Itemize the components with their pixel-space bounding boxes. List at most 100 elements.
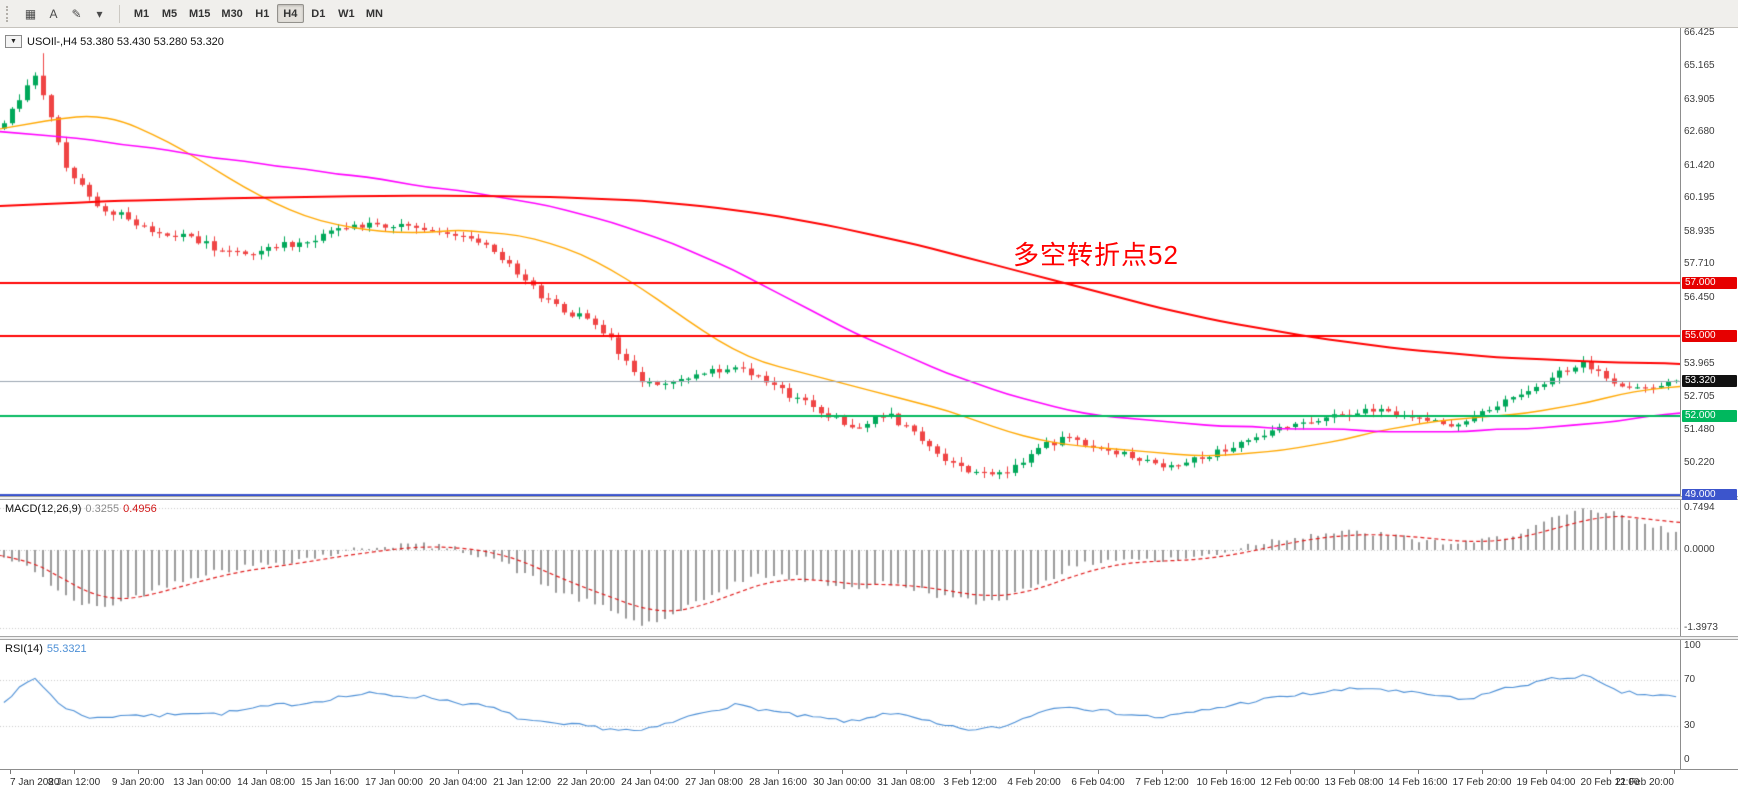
time-tick	[842, 770, 843, 774]
time-label: 13 Feb 08:00	[1324, 777, 1384, 788]
time-tick	[138, 770, 139, 774]
timeframe-mn-button[interactable]: MN	[361, 4, 388, 23]
timeframe-h1-button[interactable]: H1	[249, 4, 276, 23]
time-tick	[1098, 770, 1099, 774]
time-tick	[1546, 770, 1547, 774]
time-label: 14 Feb 16:00	[1388, 777, 1448, 788]
price-axis-label: 51.480	[1684, 423, 1715, 435]
price-axis-label: 63.905	[1684, 93, 1715, 105]
macd-axis-label: -1.3973	[1684, 621, 1718, 633]
price-badge-57.000: 57.000	[1682, 276, 1737, 289]
time-tick	[330, 770, 331, 774]
time-label: 20 Feb 12:00	[1580, 777, 1640, 788]
timeframe-w1-button[interactable]: W1	[333, 4, 360, 23]
timeframe-h4-button[interactable]: H4	[276, 4, 304, 23]
draw-tools-icon[interactable]: ✎	[65, 4, 88, 24]
price-badge-52.000: 52.000	[1682, 409, 1737, 422]
rsi-axis: 100 70 30 0	[1680, 640, 1738, 769]
time-tick	[1610, 770, 1611, 774]
price-axis-label: 52.705	[1684, 391, 1715, 403]
time-tick	[394, 770, 395, 774]
chart-grid-icon[interactable]: ▦	[19, 4, 42, 24]
symbol-info-line: ▼ USOIl-,H4 53.380 53.430 53.280 53.320	[5, 35, 224, 48]
price-axis: 66.425 65.165 63.905 62.680 61.420 60.195 58.9…	[1680, 26, 1738, 502]
time-label: 4 Feb 20:00	[1007, 777, 1061, 788]
time-label: 13 Jan 00:00	[173, 777, 231, 788]
time-label: 19 Feb 04:00	[1516, 777, 1576, 788]
price-axis-label: 58.935	[1684, 225, 1715, 237]
time-label: 14 Jan 08:00	[237, 777, 295, 788]
macd-axis: 0.7494 0.0000 -1.3973	[1680, 500, 1738, 636]
macd-main-value: 0.3255	[85, 503, 120, 515]
time-tick	[714, 770, 715, 774]
time-label: 27 Jan 08:00	[685, 777, 743, 788]
toolbar-grip[interactable]	[6, 5, 12, 22]
time-label: 7 Feb 12:00	[1135, 777, 1189, 788]
price-axis-label: 60.195	[1684, 192, 1715, 204]
timeframe-m5-button[interactable]: M5	[156, 4, 183, 23]
time-label: 6 Feb 04:00	[1071, 777, 1125, 788]
time-tick	[1354, 770, 1355, 774]
price-axis-label: 61.420	[1684, 159, 1715, 171]
price-axis-label: 50.220	[1684, 457, 1715, 469]
macd-canvas[interactable]	[0, 500, 1680, 636]
rsi-axis-label: 70	[1684, 673, 1696, 685]
rsi-pane: RSI(14) 55.3321 100 70 30 0	[0, 640, 1738, 769]
time-tick	[10, 770, 11, 774]
macd-axis-label: 0.7494	[1684, 502, 1715, 514]
price-chart-canvas[interactable]	[0, 28, 1680, 496]
time-label: 8 Jan 12:00	[47, 777, 101, 788]
price-axis-label: 62.680	[1684, 126, 1715, 138]
macd-label: MACD(12,26,9) 0.3255 0.4956	[5, 503, 157, 515]
price-axis-label: 53.965	[1684, 357, 1715, 369]
rsi-plot: RSI(14) 55.3321	[0, 640, 1680, 769]
time-label: 22 Jan 20:00	[557, 777, 615, 788]
time-tick	[458, 770, 459, 774]
time-label: 30 Jan 00:00	[813, 777, 871, 788]
time-tick	[202, 770, 203, 774]
time-label: 12 Feb 00:00	[1260, 777, 1320, 788]
macd-signal-value: 0.4956	[123, 503, 157, 515]
price-pane: ▼ USOIl-,H4 53.380 53.430 53.280 53.320 …	[0, 26, 1738, 502]
draw-tools-caret-icon[interactable]: ▾	[88, 4, 111, 24]
time-label: 17 Feb 20:00	[1452, 777, 1512, 788]
price-badge-49.000: 49.000	[1682, 489, 1737, 502]
time-label: 28 Jan 16:00	[749, 777, 807, 788]
time-tick	[1674, 770, 1675, 774]
chart-annotation[interactable]: 多空转折点52	[1013, 240, 1179, 270]
symbol-menu-button[interactable]: ▼	[5, 35, 22, 48]
time-tick	[970, 770, 971, 774]
toolbar-separator	[119, 4, 120, 23]
timeframe-m1-button[interactable]: M1	[128, 4, 155, 23]
time-label: 31 Jan 08:00	[877, 777, 935, 788]
time-tick	[586, 770, 587, 774]
macd-axis-label: 0.0000	[1684, 543, 1715, 555]
rsi-axis-label: 30	[1684, 719, 1696, 731]
pane-separator[interactable]	[0, 636, 1738, 640]
time-label: 21 Jan 12:00	[493, 777, 551, 788]
time-label: 3 Feb 12:00	[943, 777, 997, 788]
time-label: 10 Feb 16:00	[1196, 777, 1256, 788]
time-tick	[1290, 770, 1291, 774]
time-tick	[1482, 770, 1483, 774]
pane-separator[interactable]	[0, 496, 1738, 500]
time-tick	[778, 770, 779, 774]
time-tick	[74, 770, 75, 774]
text-label-icon[interactable]: A	[42, 4, 65, 24]
time-label: 9 Jan 20:00	[111, 777, 165, 788]
rsi-canvas[interactable]	[0, 640, 1680, 769]
timeframe-m30-button[interactable]: M30	[216, 4, 247, 23]
timeframe-m15-button[interactable]: M15	[184, 4, 215, 23]
time-label: 15 Jan 16:00	[301, 777, 359, 788]
rsi-label: RSI(14) 55.3321	[5, 643, 87, 655]
macd-name: MACD(12,26,9)	[5, 503, 82, 515]
price-axis-label: 66.425	[1684, 26, 1715, 38]
top-toolbar: ▦ A ✎ ▾ M1 M5 M15 M30 H1 H4 D1 W1 MN	[0, 0, 1738, 28]
time-tick	[650, 770, 651, 774]
time-tick	[522, 770, 523, 774]
tool-icons-group: ▦ A ✎ ▾	[19, 4, 111, 24]
macd-pane: MACD(12,26,9) 0.3255 0.4956 0.7494 0.0000 -1…	[0, 500, 1738, 636]
rsi-name: RSI(14)	[5, 643, 43, 655]
time-tick	[1162, 770, 1163, 774]
timeframe-d1-button[interactable]: D1	[305, 4, 332, 23]
